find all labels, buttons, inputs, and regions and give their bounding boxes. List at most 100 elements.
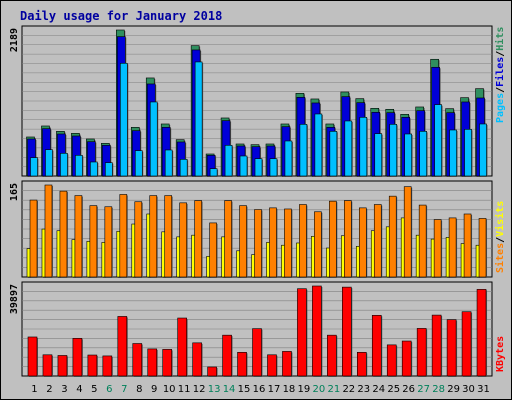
- kbytes-bar-7: [117, 316, 128, 377]
- sites-bar-19: [299, 204, 307, 278]
- kbytes-bar-31: [476, 289, 487, 377]
- sites-bar-25: [388, 195, 397, 278]
- sites-bar-22: [344, 200, 352, 278]
- x-tick-label-20: 20: [313, 384, 326, 395]
- kbytes-bar-25: [386, 344, 397, 377]
- kbytes-bar-3: [57, 355, 68, 377]
- kbytes-bar-8: [132, 343, 143, 377]
- kbytes-bar-13: [207, 366, 217, 377]
- kbytes-bar-26: [401, 340, 412, 377]
- kbytes-bar-6: [102, 355, 113, 377]
- legend-item-kbytes: KBytes: [495, 336, 506, 372]
- pages-bar-18: [284, 140, 293, 177]
- kbytes-bar-21: [327, 334, 337, 377]
- x-tick-label-26: 26: [402, 384, 415, 395]
- sites-bar-27: [418, 204, 427, 278]
- panel-sites-visits: 165 Sites/Visits: [9, 180, 506, 278]
- pages-bar-24: [374, 133, 383, 177]
- kbytes-bar-18: [282, 351, 292, 377]
- x-tick-label-25: 25: [387, 384, 400, 395]
- chart-panels: 2189Pages/Files/Hits165Sites/Visits39897…: [9, 25, 506, 377]
- kbytes-bar-22: [342, 286, 352, 377]
- pages-bar-7: [120, 62, 128, 177]
- legend-item-sep1: /: [495, 87, 506, 93]
- legend-item-pages: Pages: [495, 93, 506, 123]
- sites-bar-28: [433, 219, 442, 278]
- pages-bar-23: [359, 117, 368, 177]
- legend-kbytes: KBytes: [495, 336, 506, 372]
- x-tick-label-31: 31: [477, 384, 490, 395]
- legend-item-files: Files: [494, 57, 506, 87]
- x-tick-label-14: 14: [223, 384, 236, 395]
- legend-item-hits: Hits: [494, 27, 506, 51]
- x-tick-label-29: 29: [447, 384, 460, 395]
- sites-bar-7: [119, 194, 128, 278]
- sites-bar-17: [269, 207, 277, 278]
- pages-bar-6: [105, 162, 113, 177]
- sites-bar-16: [254, 209, 262, 278]
- kbytes-bar-12: [192, 342, 202, 377]
- sites-bar-30: [463, 213, 472, 278]
- kbytes-bar-11: [177, 317, 187, 377]
- kbytes-bar-14: [222, 334, 232, 377]
- kbytes-bar-30: [461, 311, 472, 377]
- sites-bar-24: [373, 204, 382, 278]
- sites-bar-15: [239, 205, 247, 278]
- sites-bar-23: [358, 207, 367, 278]
- sites-bar-3: [59, 190, 68, 278]
- pages-bar-16: [254, 158, 263, 177]
- pages-bar-9: [149, 101, 158, 177]
- sites-bar-14: [224, 200, 232, 278]
- kbytes-bar-29: [446, 319, 457, 377]
- pages-bar-15: [239, 155, 248, 177]
- x-tick-label-18: 18: [283, 384, 296, 395]
- kbytes-bar-15: [237, 352, 247, 377]
- x-tick-label-7: 7: [121, 384, 127, 395]
- x-tick-label-15: 15: [238, 384, 251, 395]
- pages-bar-31: [479, 123, 487, 177]
- x-tick-label-24: 24: [372, 384, 385, 395]
- x-tick-label-4: 4: [76, 384, 82, 395]
- x-tick-label-12: 12: [193, 384, 206, 395]
- sites-bar-21: [329, 200, 337, 278]
- x-tick-label-8: 8: [136, 384, 142, 395]
- legend-item-sep2: /: [495, 51, 506, 57]
- sites-bar-6: [104, 206, 113, 278]
- sites-bar-5: [89, 205, 98, 278]
- x-tick-label-6: 6: [106, 384, 112, 395]
- kbytes-bar-27: [416, 328, 427, 377]
- kbytes-bar-20: [312, 285, 322, 377]
- kbytes-bar-1: [27, 336, 38, 377]
- pages-bar-4: [75, 155, 83, 177]
- sites-bar-1: [29, 199, 38, 278]
- x-tick-label-27: 27: [417, 384, 430, 395]
- kbytes-bar-9: [147, 348, 158, 377]
- x-tick-label-22: 22: [342, 384, 355, 395]
- legend-hits-files-pages: Pages/Files/Hits: [494, 27, 506, 123]
- kbytes-bar-17: [267, 354, 277, 377]
- sites-bar-4: [74, 195, 83, 278]
- x-tick-label-17: 17: [268, 384, 281, 395]
- pages-bar-28: [434, 104, 442, 177]
- x-tick-label-23: 23: [357, 384, 370, 395]
- x-tick-label-28: 28: [432, 384, 445, 395]
- sites-bar-12: [194, 200, 202, 278]
- sites-bar-20: [314, 211, 322, 278]
- ymax-label-hits-files-pages: 2189: [9, 28, 20, 52]
- pages-bar-30: [464, 129, 472, 177]
- ymax-label-kbytes: 39897: [9, 284, 20, 314]
- kbytes-bar-28: [431, 314, 442, 377]
- pages-bar-13: [209, 168, 218, 177]
- kbytes-bar-10: [162, 349, 173, 377]
- sites-bar-9: [149, 195, 158, 278]
- pages-bar-26: [404, 133, 412, 177]
- x-tick-label-9: 9: [151, 384, 157, 395]
- x-tick-label-3: 3: [61, 384, 67, 395]
- x-axis-labels: 1 2 3 4 5 6 7 8 9 10 11 12 13 14 15 16 17 18 19 20 21 22 23 24 2…: [31, 384, 490, 395]
- kbytes-bar-2: [42, 354, 53, 377]
- kbytes-bar-4: [72, 338, 83, 377]
- pages-bar-21: [329, 131, 338, 177]
- x-tick-label-16: 16: [253, 384, 266, 395]
- pages-bar-17: [269, 158, 278, 177]
